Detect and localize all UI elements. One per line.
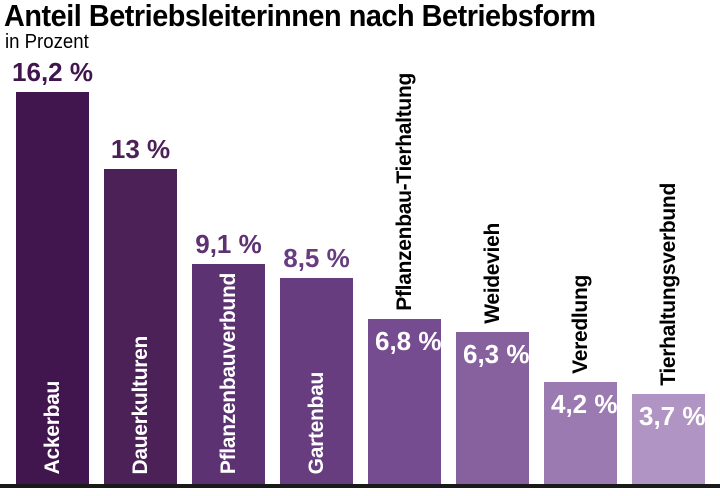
bar-gartenbau: 8,5 % Gartenbau xyxy=(280,243,353,484)
category-label-pflanzenbauverbund: Pflanzenbauverbund xyxy=(216,272,240,474)
category-label-pflanzenbau-tierhaltung: Pflanzenbau-Tierhaltung xyxy=(392,73,416,311)
x-axis-line xyxy=(0,484,720,488)
category-label-veredlung: Veredlung xyxy=(568,275,592,374)
value-label-dauerkulturen: 13 % xyxy=(110,134,171,164)
value-label-gartenbau: 8,5 % xyxy=(283,243,350,273)
bar-dauerkulturen: 13 % Dauerkulturen xyxy=(104,134,177,484)
bar-weidevieh: 6,3 % Weidevieh xyxy=(456,223,530,484)
chart-title: Anteil Betriebsleiterinnen nach Betriebs… xyxy=(4,0,596,33)
category-label-gartenbau: Gartenbau xyxy=(304,371,328,474)
chart-subtitle: in Prozent xyxy=(5,31,89,53)
value-label-weidevieh: 6,3 % xyxy=(463,339,530,369)
value-label-pflanzenbau-tierhaltung: 6,8 % xyxy=(375,326,442,356)
bar-ackerbau: 16,2 % Ackerbau xyxy=(12,57,93,484)
value-label-veredlung: 4,2 % xyxy=(551,389,618,419)
category-label-weidevieh: Weidevieh xyxy=(480,223,504,324)
bar-tierhaltungsverbund: 3,7 % Tierhaltungsverbund xyxy=(632,183,706,484)
value-label-ackerbau: 16,2 % xyxy=(12,57,93,87)
value-label-tierhaltungsverbund: 3,7 % xyxy=(639,401,706,431)
bar-veredlung: 4,2 % Veredlung xyxy=(544,275,618,484)
category-label-ackerbau: Ackerbau xyxy=(40,380,64,474)
category-label-tierhaltungsverbund: Tierhaltungsverbund xyxy=(656,183,680,386)
bar-pflanzenbau-tierhaltung: 6,8 % Pflanzenbau-Tierhaltung xyxy=(368,73,442,484)
value-label-pflanzenbauverbund: 9,1 % xyxy=(195,229,262,259)
category-label-dauerkulturen: Dauerkulturen xyxy=(128,335,152,474)
bar-pflanzenbauverbund: 9,1 % Pflanzenbauverbund xyxy=(192,229,265,484)
